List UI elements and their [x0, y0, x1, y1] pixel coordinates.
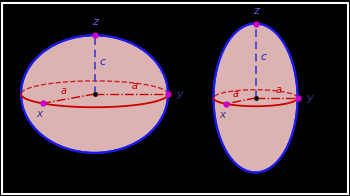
Text: a: a: [61, 86, 67, 96]
Text: y: y: [306, 93, 313, 103]
Text: x: x: [36, 109, 42, 119]
Ellipse shape: [21, 35, 168, 153]
Text: a: a: [132, 81, 138, 91]
Text: c: c: [261, 52, 267, 62]
Text: z: z: [92, 17, 97, 27]
Text: z: z: [253, 6, 258, 16]
Text: y: y: [177, 89, 183, 99]
Ellipse shape: [214, 24, 298, 172]
Text: a: a: [275, 85, 282, 95]
Text: c: c: [100, 57, 106, 67]
Text: a: a: [233, 89, 239, 99]
Text: x: x: [219, 110, 225, 120]
